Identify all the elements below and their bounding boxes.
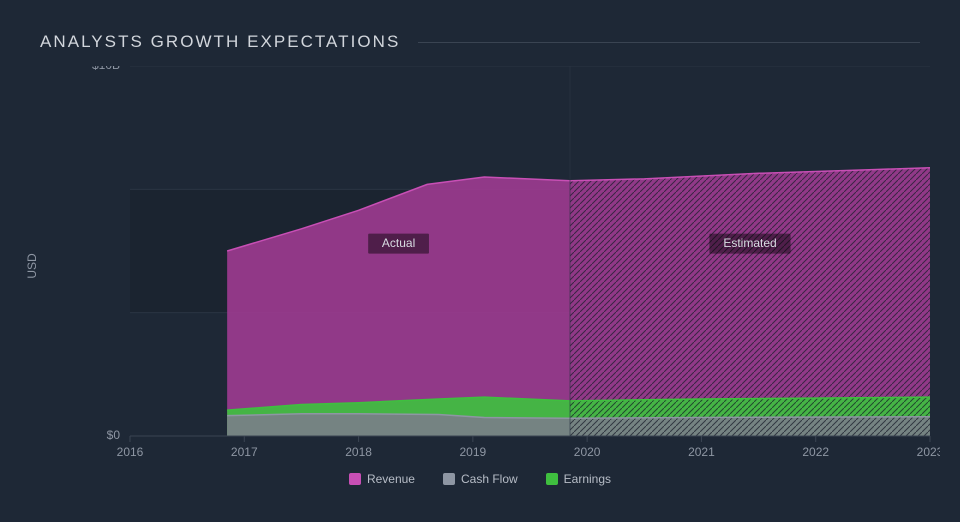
y-axis-label: USD <box>25 253 39 278</box>
chart-title: ANALYSTS GROWTH EXPECTATIONS <box>40 32 400 52</box>
svg-text:2020: 2020 <box>574 445 601 459</box>
svg-text:$10B: $10B <box>92 66 120 72</box>
svg-text:2021: 2021 <box>688 445 715 459</box>
svg-text:2017: 2017 <box>231 445 258 459</box>
title-row: ANALYSTS GROWTH EXPECTATIONS <box>40 32 920 52</box>
chart-box: USD ActualEstimated$0$10B201620172018201… <box>40 66 920 466</box>
svg-text:Actual: Actual <box>382 236 415 250</box>
legend-item-revenue: Revenue <box>349 472 415 486</box>
svg-text:2018: 2018 <box>345 445 372 459</box>
legend-item-cashflow: Cash Flow <box>443 472 518 486</box>
legend: Revenue Cash Flow Earnings <box>40 472 920 486</box>
svg-text:Estimated: Estimated <box>723 236 776 250</box>
legend-label-revenue: Revenue <box>367 472 415 486</box>
chart-svg: Actual Estimated $0 $10B 2016 2017 2018 2019 202… <box>40 66 940 466</box>
svg-text:2016: 2016 <box>117 445 144 459</box>
legend-label-cashflow: Cash Flow <box>461 472 518 486</box>
legend-swatch-revenue <box>349 473 361 485</box>
legend-swatch-cashflow <box>443 473 455 485</box>
title-divider <box>418 42 920 43</box>
svg-text:$0: $0 <box>107 428 121 442</box>
svg-text:2023: 2023 <box>917 445 940 459</box>
chart-container: ANALYSTS GROWTH EXPECTATIONS USD Actual E… <box>0 0 960 522</box>
legend-item-earnings: Earnings <box>546 472 611 486</box>
svg-text:2022: 2022 <box>802 445 829 459</box>
svg-text:2019: 2019 <box>460 445 487 459</box>
legend-swatch-earnings <box>546 473 558 485</box>
legend-label-earnings: Earnings <box>564 472 611 486</box>
